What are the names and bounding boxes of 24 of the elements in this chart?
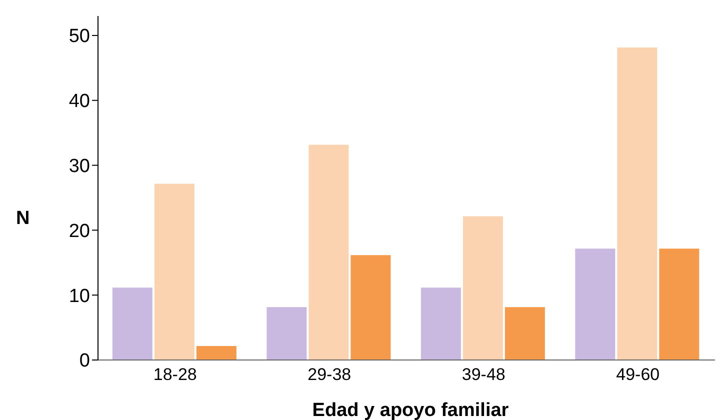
bar — [112, 288, 152, 360]
bar — [420, 288, 461, 360]
bar — [154, 184, 194, 360]
y-tick-label: 10 — [68, 286, 90, 307]
x-tick-label: 18-28 — [153, 365, 197, 384]
x-tick-label: 49-60 — [616, 365, 660, 384]
bar — [308, 144, 349, 360]
x-tick-label: 29-38 — [308, 365, 352, 384]
bar — [196, 346, 236, 360]
bar — [617, 47, 658, 360]
y-tick-label: 50 — [68, 26, 90, 48]
y-tick-label: 40 — [68, 91, 90, 112]
bar — [659, 248, 700, 360]
bar — [575, 248, 616, 360]
bar — [350, 255, 391, 360]
x-axis-title: Edad y apoyo familiar — [311, 400, 510, 420]
y-tick-label: 20 — [68, 220, 90, 242]
x-tick-label: 39-48 — [462, 365, 506, 384]
y-tick-label: 0 — [79, 350, 90, 372]
bar — [504, 307, 545, 360]
y-tick-label: 30 — [68, 156, 90, 178]
bar — [266, 307, 307, 360]
bar — [462, 216, 503, 360]
y-axis-title: N — [16, 208, 30, 230]
